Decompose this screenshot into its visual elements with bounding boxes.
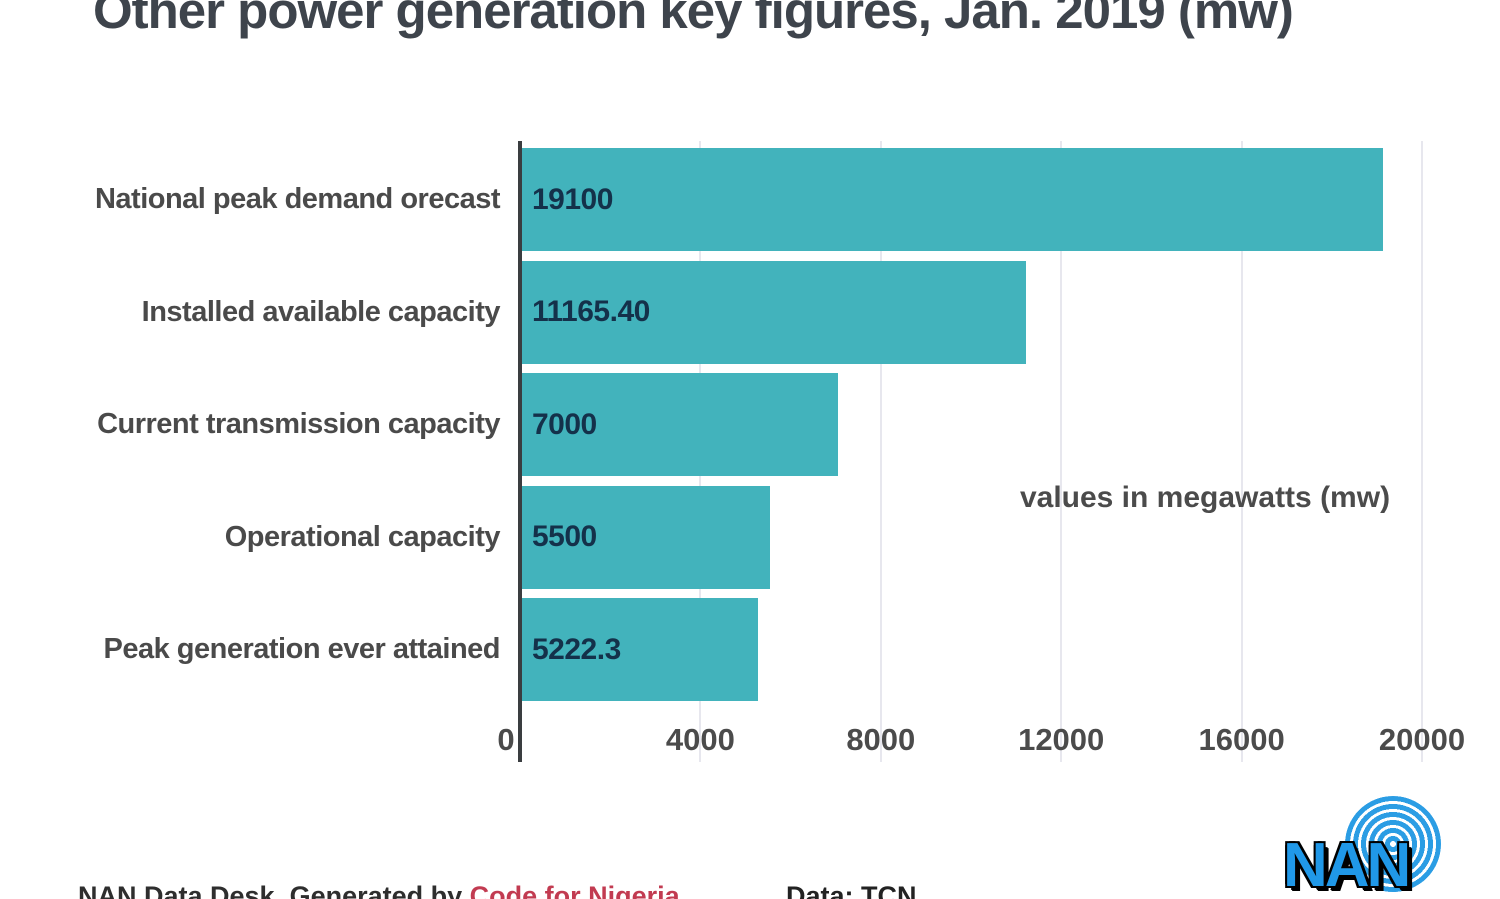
bar [522, 485, 771, 589]
category-label: Peak generation ever attained [103, 633, 501, 665]
footer-credit-text: NAN Data Desk, Generated by [78, 881, 470, 899]
y-axis-line [518, 141, 522, 762]
x-tick-label: 0 [497, 722, 515, 757]
chart-title: Other power generation key figures, Jan.… [93, 0, 1294, 39]
footer-source: Data: TCN [786, 881, 917, 899]
category-label: Installed available capacity [141, 295, 501, 328]
bar-value-label: 19100 [532, 182, 613, 216]
nan-logo: NAN [1283, 796, 1453, 899]
bar [522, 598, 758, 701]
x-tick-label: 4000 [665, 722, 735, 757]
footer-credit: NAN Data Desk, Generated by Code for Nig… [78, 881, 680, 899]
gridline [1240, 141, 1243, 762]
units-annotation: values in megawatts (mw) [1019, 481, 1391, 514]
bar [522, 373, 838, 476]
nan-logo-text: NAN [1283, 831, 1411, 899]
gridline [1421, 141, 1423, 762]
gridline [1060, 141, 1063, 762]
x-tick-label: 8000 [846, 722, 916, 757]
nan-logo-rings-icon [1345, 796, 1441, 892]
x-tick-label: 12000 [1018, 722, 1105, 757]
x-tick-label: 16000 [1198, 722, 1285, 757]
bar-value-label: 11165.40 [532, 295, 650, 328]
footer-credit-link[interactable]: Code for Nigeria [469, 881, 680, 899]
bar-value-label: 5222.3 [532, 632, 621, 666]
category-label: Operational capacity [224, 520, 501, 553]
bar [522, 260, 1026, 364]
bar [522, 148, 1384, 251]
x-tick-label: 20000 [1378, 722, 1466, 757]
gridline [879, 141, 882, 762]
bar-value-label: 7000 [532, 407, 597, 441]
category-label: Current transmission capacity [97, 408, 500, 440]
category-label: National peak demand orecast [94, 183, 501, 215]
bar-value-label: 5500 [532, 520, 597, 553]
